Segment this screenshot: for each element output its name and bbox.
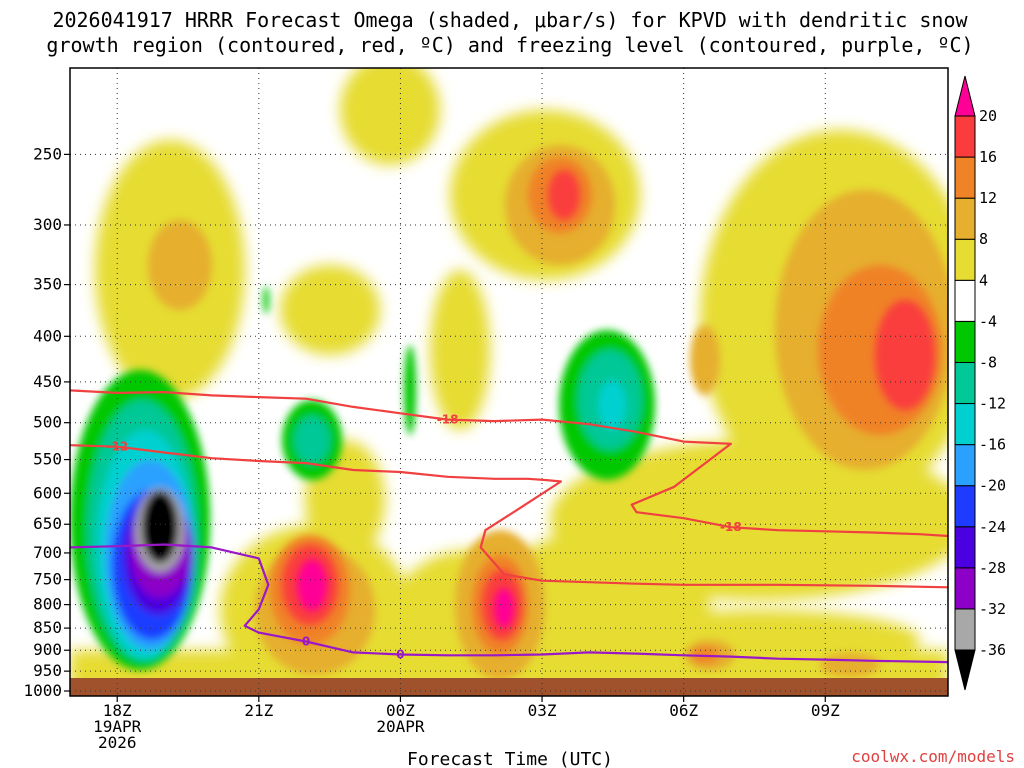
y-tick-label: 300: [33, 215, 62, 234]
contour-line-3: [70, 543, 948, 664]
omega-shading-extreme-descent: [297, 559, 514, 628]
colorbar-tick-label: 4: [979, 271, 988, 289]
y-tick-label: 900: [33, 640, 62, 659]
colorbar-swatch: [954, 156, 976, 199]
colorbar-tick-label: -4: [979, 312, 997, 330]
contour-label-1: -12: [106, 440, 128, 454]
x-tick-label: 2026: [98, 733, 137, 752]
y-tick-label: 750: [33, 570, 62, 589]
colorbar-tick-label: -16: [979, 436, 1006, 454]
y-tick-label: 700: [33, 543, 62, 562]
contour-label-2: -18: [437, 413, 459, 427]
colorbar-swatch: [954, 197, 976, 240]
ground-surface: [70, 678, 948, 696]
y-tick-label: 800: [33, 595, 62, 614]
colorbar-tick-label: -12: [979, 395, 1006, 413]
x-tick-label: 03Z: [528, 701, 557, 720]
colorbar-swatch: [954, 567, 976, 610]
x-tick-label: 21Z: [244, 701, 273, 720]
colorbar-swatch: [954, 485, 976, 528]
y-tick-label: 850: [33, 618, 62, 637]
colorbar-swatch: [954, 444, 976, 487]
contour-line-1: [70, 444, 948, 589]
contour-lines: -12 -18 0 -18 0: [70, 389, 948, 664]
colorbar-swatch: [954, 238, 976, 281]
y-tick-label: 600: [33, 483, 62, 502]
contour-line-2: [70, 389, 948, 538]
colorbar-tick-label: 12: [979, 189, 997, 207]
site-credit: coolwx.com/models: [851, 747, 1015, 766]
chart-title-line1: 2026041917 HRRR Forecast Omega (shaded, …: [52, 8, 968, 32]
colorbar-swatch: [954, 320, 976, 363]
plot-area: -12 -18 0 -18 0: [70, 68, 948, 696]
colorbar-tick-label: 20: [979, 107, 997, 125]
y-tick-label: 350: [33, 275, 62, 294]
chart-title-line2: growth region (contoured, red, ºC) and f…: [46, 33, 973, 57]
colorbar-tick-label: -20: [979, 477, 1006, 495]
x-tick-label: 09Z: [811, 701, 840, 720]
contour-label-3: 0: [396, 647, 404, 661]
y-tick-label: 1000: [23, 681, 62, 700]
colorbar-swatch: [954, 115, 976, 158]
y-tick-label: 500: [33, 413, 62, 432]
y-tick-label: 250: [33, 144, 62, 163]
colorbar-tick-label: 16: [979, 148, 997, 166]
colorbar-swatch: [954, 608, 976, 651]
colorbar-tick-label: -24: [979, 518, 1006, 536]
colorbar-tick-label: -8: [979, 353, 997, 371]
colorbar-tick-label: -28: [979, 559, 1006, 577]
colorbar-swatch: [954, 279, 976, 322]
colorbar-lower-extension: [954, 649, 976, 691]
x-tick-label: 20APR: [376, 717, 425, 736]
x-axis-label: Forecast Time (UTC): [407, 749, 613, 768]
contour-label-repeat: -18: [720, 520, 742, 534]
x-tick-label: 06Z: [669, 701, 698, 720]
colorbar-swatch: [954, 526, 976, 569]
x-tick-label: 00Z: [386, 701, 415, 720]
colorbar-swatch: [954, 361, 976, 405]
colorbar-tick-label: 8: [979, 230, 988, 248]
contour-label-repeat: 0: [302, 635, 310, 649]
colorbar-legend: -36 -32 -28 -24 -20 -16 -12 -8 -4 4 8 12 16 20: [954, 75, 1006, 691]
y-tick-label: 450: [33, 372, 62, 391]
colorbar-upper-extension: [954, 75, 976, 117]
x-tick-label: 19APR: [93, 717, 142, 736]
y-tick-label: 650: [33, 514, 62, 533]
colorbar-swatch: [954, 403, 976, 446]
y-tick-label: 950: [33, 661, 62, 680]
y-tick-label: 550: [33, 450, 62, 469]
y-axis-pressure: 250 300 350 400 450 500 550 600 650 700 750 800 850 9…: [23, 144, 70, 700]
y-tick-label: 400: [33, 326, 62, 345]
x-tick-label: 18Z: [103, 701, 132, 720]
colorbar-tick-label: -32: [979, 600, 1006, 618]
colorbar-tick-label: -36: [979, 641, 1006, 659]
